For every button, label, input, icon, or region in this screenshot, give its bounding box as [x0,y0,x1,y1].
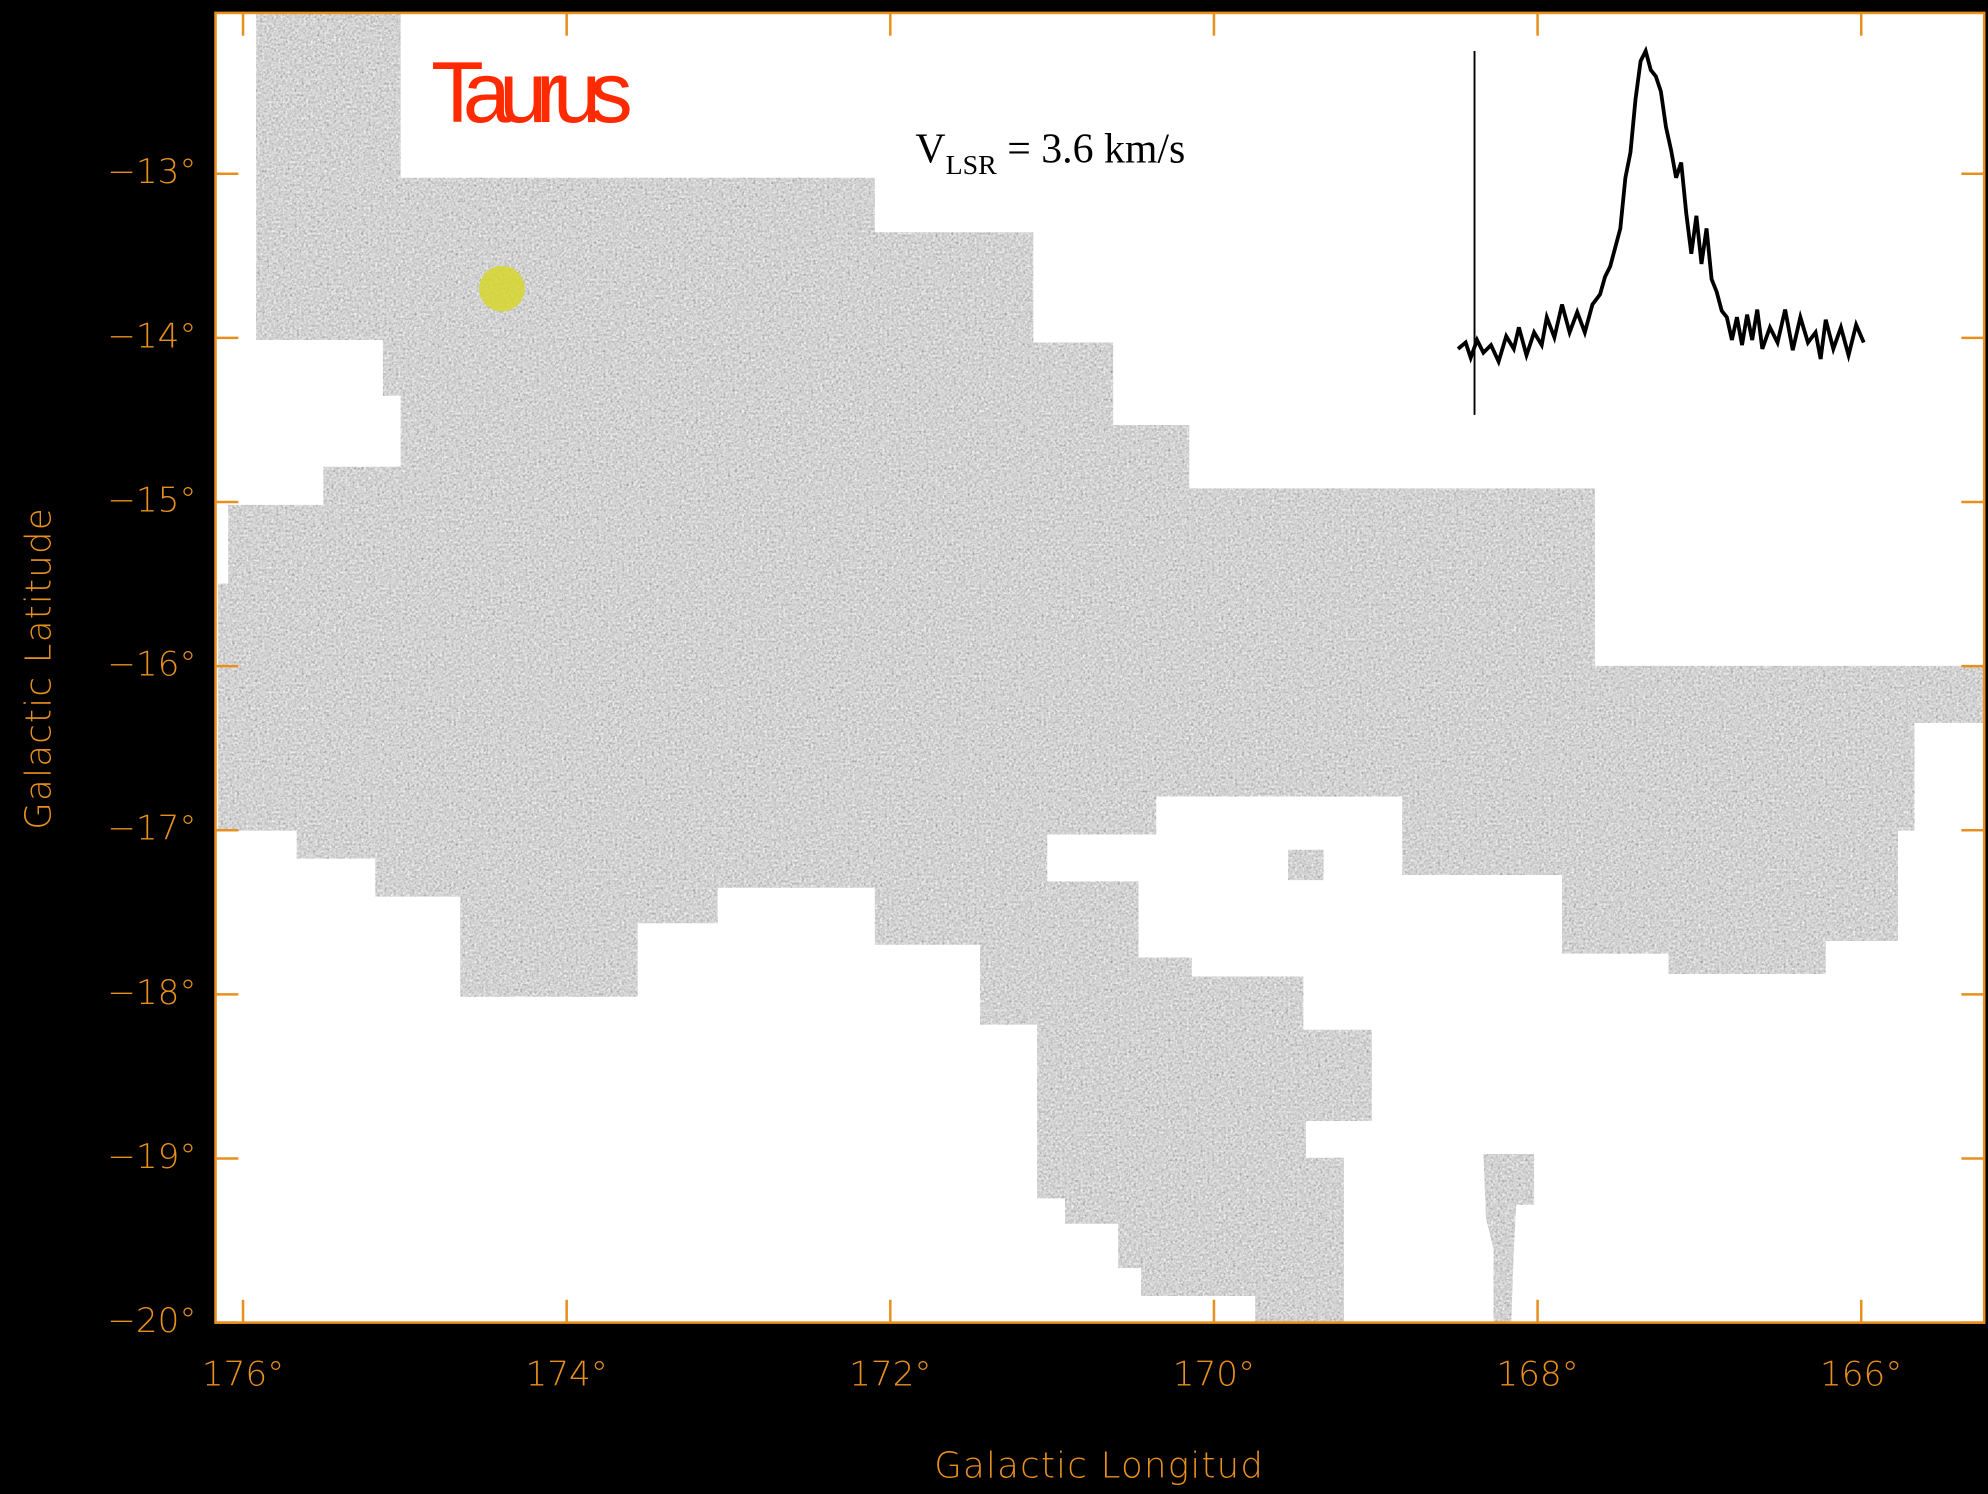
y-tick-label: −17° [107,809,196,849]
spectrum [1456,45,1866,367]
x-tick-label: 176° [202,1354,284,1394]
annotation-suffix: = 3.6 km/s [997,127,1186,173]
annotation: VLSR = 3.6 km/s [915,127,1185,181]
x-tick-label: 172° [849,1354,931,1394]
chart-title: Taurus [431,45,630,141]
y-tick-label: −14° [107,316,196,356]
x-axis-label: Galactic Longitud [934,1445,1264,1486]
x-tick-label: 168° [1496,1354,1578,1394]
y-tick-label: −20° [107,1301,196,1341]
x-tick-label: 170° [1173,1354,1255,1394]
y-tick-label: −18° [107,973,196,1013]
y-tick-label: −15° [107,480,196,520]
annotation-subscript: LSR [946,150,998,181]
y-axis-label: Galactic Latitude [19,507,60,830]
plot-frame [214,11,1986,1324]
y-tick-label: −19° [107,1137,196,1177]
x-tick-label: 166° [1820,1354,1902,1394]
annotation-text: V [915,127,945,173]
y-tick-label: −16° [107,645,196,685]
y-tick-label: −13° [107,152,196,192]
marker [479,265,525,312]
spectrum-inset [1456,45,1866,415]
x-tick-label: 174° [525,1354,607,1394]
